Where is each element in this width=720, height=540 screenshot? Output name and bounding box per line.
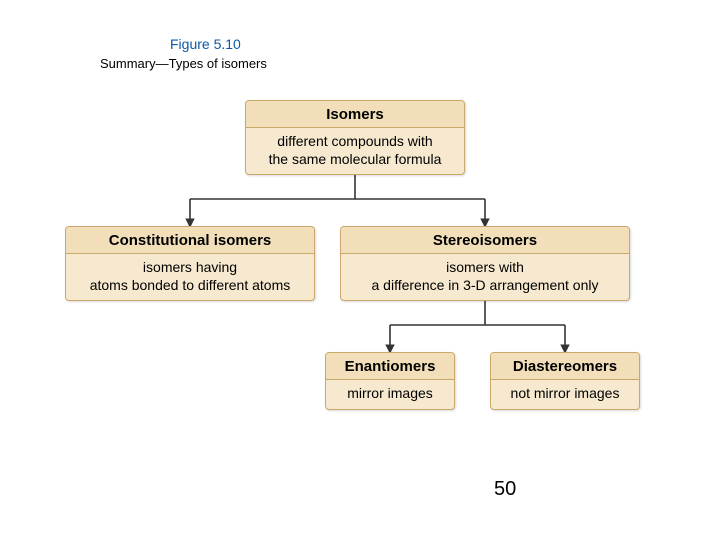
node-enantiomers: Enantiomersmirror images [325, 352, 455, 410]
node-stereo: Stereoisomersisomers with a difference i… [340, 226, 630, 301]
node-desc: mirror images [326, 380, 454, 409]
node-diastereomers: Diastereomersnot mirror images [490, 352, 640, 410]
node-desc: isomers having atoms bonded to different… [66, 254, 314, 300]
figure-subtitle: Summary—Types of isomers [100, 56, 267, 71]
node-title: Enantiomers [326, 353, 454, 380]
node-isomers: Isomersdifferent compounds with the same… [245, 100, 465, 175]
figure-label: Figure 5.10 [170, 36, 241, 52]
node-title: Isomers [246, 101, 464, 128]
node-desc: not mirror images [491, 380, 639, 409]
node-title: Diastereomers [491, 353, 639, 380]
node-title: Constitutional isomers [66, 227, 314, 254]
node-desc: isomers with a difference in 3-D arrange… [341, 254, 629, 300]
node-title: Stereoisomers [341, 227, 629, 254]
node-constitutional: Constitutional isomersisomers having ato… [65, 226, 315, 301]
node-desc: different compounds with the same molecu… [246, 128, 464, 174]
page-number: 50 [494, 478, 516, 501]
